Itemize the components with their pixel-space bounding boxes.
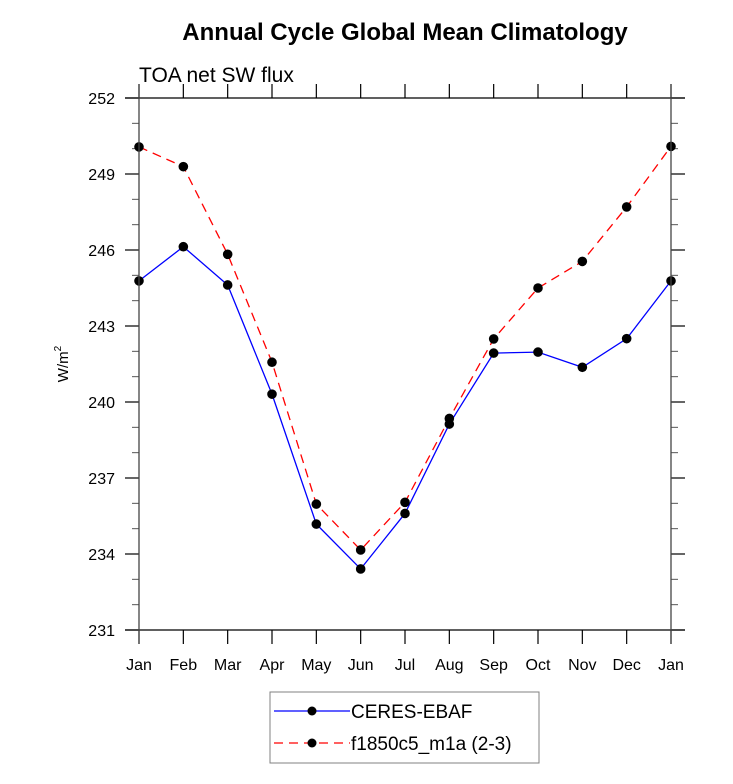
data-point-ceres-ebaf (267, 389, 277, 399)
y-tick-label: 246 (88, 243, 115, 260)
data-point-ceres-ebaf (488, 348, 499, 358)
data-point-ceres-ebaf (178, 241, 189, 252)
data-point-ceres-ebaf (222, 280, 233, 290)
legend-label-ceres: CERES-EBAF (351, 702, 472, 723)
x-tick-label: Jul (395, 657, 415, 674)
y-tick-label: 240 (88, 395, 115, 412)
y-axis-label-superscript: 2 (53, 345, 64, 351)
series-line-model (138, 146, 672, 551)
series-line-ceres-ebaf (138, 245, 672, 570)
data-point-ceres-ebaf (355, 564, 366, 574)
y-tick-label: 252 (88, 91, 115, 108)
y-axis-label: W/m2 (53, 345, 72, 382)
x-tick-label: Jan (658, 657, 684, 674)
x-tick-label: Mar (214, 657, 242, 674)
axis-ticks (125, 84, 685, 644)
data-point-ceres-ebaf (400, 508, 410, 519)
legend: CERES-EBAF f1850c5_m1a (2-3) (269, 691, 540, 764)
chart-subtitle: TOA net SW flux (139, 64, 294, 87)
axis-tick-labels: Jan Feb Mar Apr May Jun Jul Aug Sep Oct Nov Dec Jan 2… (88, 91, 684, 674)
series-markers (134, 141, 676, 574)
data-point-model (178, 161, 189, 172)
data-point-ceres-ebaf (311, 519, 322, 529)
legend-marker-model (307, 738, 317, 748)
data-point-model (311, 499, 322, 509)
x-tick-label: Jun (348, 657, 374, 674)
data-point-model (621, 202, 632, 212)
x-tick-label: Oct (526, 657, 551, 674)
legend-label-model: f1850c5_m1a (2-3) (351, 734, 512, 755)
data-point-model (400, 497, 410, 508)
data-point-model (267, 357, 277, 368)
legend-marker-ceres (307, 706, 317, 716)
y-tick-label: 231 (88, 623, 115, 640)
x-tick-label: Aug (435, 657, 463, 674)
data-point-ceres-ebaf (621, 333, 632, 344)
x-tick-label: Sep (479, 657, 508, 674)
data-point-ceres-ebaf (533, 347, 543, 357)
data-point-model (533, 283, 543, 293)
y-tick-label: 249 (88, 167, 115, 184)
y-tick-label: 243 (88, 319, 115, 336)
data-point-model (222, 249, 233, 260)
y-axis-label-text: W/m (55, 351, 72, 382)
legend-box (269, 691, 540, 764)
data-point-model (355, 545, 366, 555)
y-tick-label: 234 (88, 547, 115, 564)
x-tick-label: Feb (170, 657, 198, 674)
data-point-model (577, 256, 588, 267)
plot-frame (125, 84, 685, 644)
data-point-model (488, 334, 499, 344)
svg-text:W/m2: W/m2 (53, 345, 72, 382)
y-tick-label: 237 (88, 471, 115, 488)
x-tick-label: Dec (612, 657, 640, 674)
x-tick-label: Jan (126, 657, 152, 674)
data-point-ceres-ebaf (577, 362, 588, 373)
chart-title: Annual Cycle Global Mean Climatology (182, 19, 628, 46)
x-tick-label: Apr (260, 657, 286, 674)
x-tick-label: Nov (568, 657, 596, 674)
x-tick-label: May (301, 657, 331, 674)
data-point-model (444, 413, 455, 424)
